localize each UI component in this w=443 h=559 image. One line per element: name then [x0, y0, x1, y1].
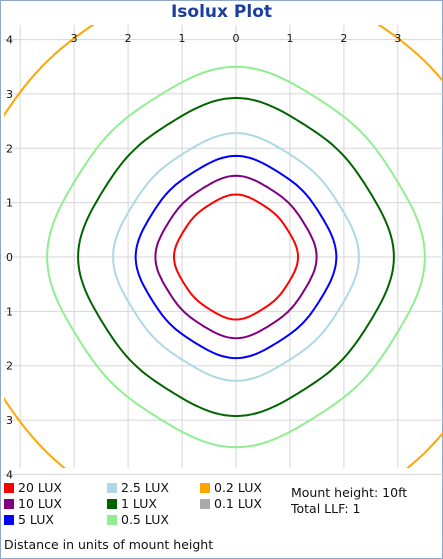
y-tick-label: 3 — [6, 88, 13, 101]
contour-10-lux — [154, 174, 318, 340]
legend-item: 5 LUX — [4, 512, 54, 528]
legend-label: 0.2 LUX — [214, 480, 262, 495]
contour-2-5-lux — [112, 132, 360, 382]
contour-1-lux — [77, 96, 395, 418]
x-tick-label: 0 — [233, 32, 240, 45]
grid — [4, 25, 443, 475]
legend-item: 0.5 LUX — [107, 512, 169, 528]
legend-swatch-20-lux — [4, 483, 14, 493]
total-llf-text: Total LLF: 1 — [291, 501, 361, 516]
y-tick-label: 4 — [6, 34, 13, 47]
x-tick-label: 3 — [71, 32, 78, 45]
legend-item: 10 LUX — [4, 496, 62, 512]
contour-20-lux — [172, 193, 299, 321]
legend-item: 0.2 LUX — [200, 480, 262, 496]
x-tick-label: 1 — [286, 32, 293, 45]
contour-0-2-lux — [4, 25, 443, 468]
x-tick-label: 2 — [125, 32, 132, 45]
legend-swatch-0-1-lux — [200, 499, 210, 509]
contour-5-lux — [134, 154, 338, 360]
distance-unit-note: Distance in units of mount height — [4, 537, 214, 552]
legend-item: 0.1 LUX — [200, 496, 262, 512]
isolux-plot: 3 2 1 0 1 2 3 4 3 2 1 0 1 2 3 4 — [4, 25, 443, 480]
mount-height-text: Mount height: 10ft — [291, 485, 408, 500]
x-axis-ticks: 3 2 1 0 1 2 3 — [71, 32, 402, 45]
y-tick-label: 2 — [6, 142, 13, 155]
legend-label: 1 LUX — [121, 496, 157, 511]
legend-item: 1 LUX — [107, 496, 157, 512]
legend-item: 2.5 LUX — [107, 480, 169, 496]
y-tick-label: 0 — [6, 251, 13, 264]
legend-label: 0.1 LUX — [214, 496, 262, 511]
contour-0-5-lux — [46, 65, 426, 449]
y-tick-label: 1 — [6, 305, 13, 318]
legend-label: 20 LUX — [18, 480, 62, 495]
legend-label: 2.5 LUX — [121, 480, 169, 495]
y-tick-label: 1 — [6, 197, 13, 210]
lighting-info: Mount height: 10ft Total LLF: 1 — [291, 485, 407, 517]
x-tick-label: 1 — [179, 32, 186, 45]
legend-item: 20 LUX — [4, 480, 62, 496]
legend-label: 5 LUX — [18, 512, 54, 527]
y-axis-ticks: 4 3 2 1 0 1 2 3 4 — [6, 34, 13, 480]
legend-swatch-5-lux — [4, 515, 14, 525]
x-tick-label: 3 — [394, 32, 401, 45]
legend-swatch-0-2-lux — [200, 483, 210, 493]
x-tick-label: 2 — [340, 32, 347, 45]
y-tick-label: 2 — [6, 360, 13, 373]
y-tick-label: 4 — [6, 468, 13, 480]
legend-label: 10 LUX — [18, 496, 62, 511]
legend-swatch-2-5-lux — [107, 483, 117, 493]
legend-swatch-1-lux — [107, 499, 117, 509]
legend-swatch-0-5-lux — [107, 515, 117, 525]
y-tick-label: 3 — [6, 414, 13, 427]
legend-swatch-10-lux — [4, 499, 14, 509]
chart-title: Isolux Plot — [170, 2, 273, 22]
legend-label: 0.5 LUX — [121, 512, 169, 527]
contour-lines — [4, 25, 443, 468]
